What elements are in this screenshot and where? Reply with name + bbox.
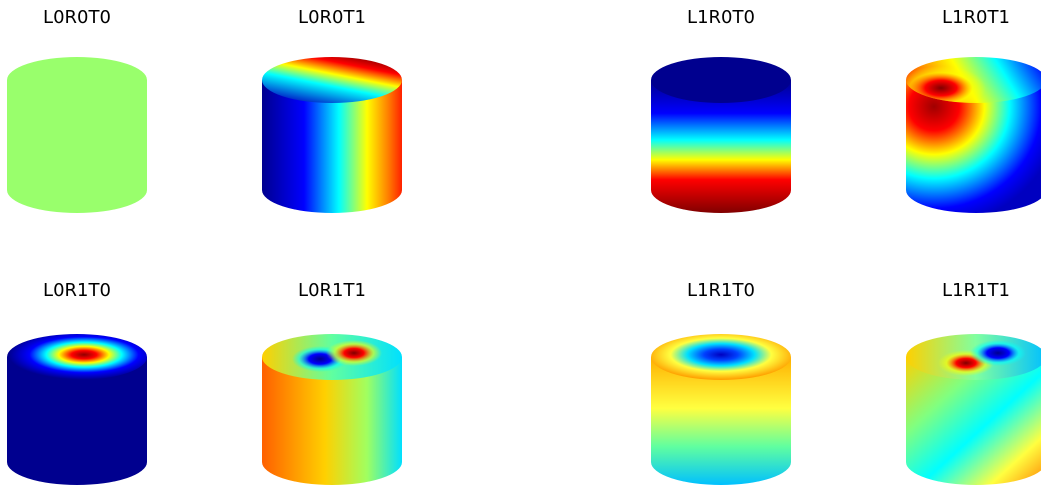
panel: L1R0T1 <box>896 7 1041 213</box>
panel-label: L1R1T0 <box>687 280 755 301</box>
panel-label: L0R0T1 <box>298 7 366 28</box>
panel: L1R1T0 <box>651 280 791 485</box>
cylinder-top <box>651 334 791 380</box>
top-blob <box>326 340 382 366</box>
page: {"panels": [ {"label": "L0R0T0"}, {"labe… <box>0 0 1041 488</box>
panel: L0R1T0 <box>7 280 147 485</box>
cylinder-top <box>7 57 147 103</box>
panel: L0R0T1 <box>262 7 402 213</box>
panel: L0R1T1 <box>262 280 402 485</box>
panel-label: L0R1T0 <box>43 280 111 301</box>
top-blob <box>970 340 1026 366</box>
panel-label: L1R1T1 <box>942 280 1010 301</box>
panel: L0R0T0 <box>7 7 147 213</box>
cylinder-top <box>7 334 147 380</box>
panel: L1R1T1 <box>906 280 1041 485</box>
cylinder-top <box>651 57 791 103</box>
panel-label: L1R0T1 <box>942 7 1010 28</box>
panel-label: L1R0T0 <box>687 7 755 28</box>
cylinder-top <box>262 57 402 103</box>
panel: L1R0T0 <box>651 7 791 213</box>
figure: L0R0T0 L0R0T1 L1R0T0 L1R0T1 L0R1T0 L0R1T1 L1R1… <box>0 0 1041 488</box>
panel-label: L0R1T1 <box>298 280 366 301</box>
panel-label: L0R0T0 <box>43 7 111 28</box>
